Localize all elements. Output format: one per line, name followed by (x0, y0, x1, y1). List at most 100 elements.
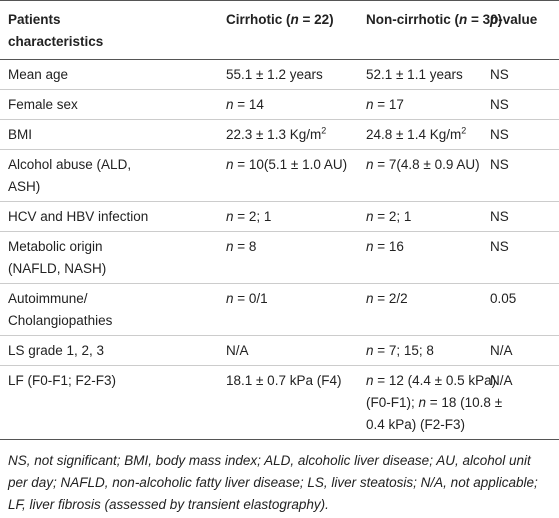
text-run: Mean age (8, 67, 69, 82)
cell-text: Non-cirrhotic (n = 30) (366, 9, 516, 31)
table-cell: NS (482, 120, 559, 150)
table-cell: n = 2; 1 (358, 202, 482, 232)
table-cell: NS (482, 90, 559, 120)
text-run: = 2; 1 (233, 209, 272, 224)
text-run: = 2; 1 (373, 209, 412, 224)
cell-text: 24.8 ± 1.4 Kg/m2 (366, 124, 516, 146)
text-run: NS (490, 157, 509, 172)
table-cell: n = 8 (218, 232, 358, 284)
cell-text: 55.1 ± 1.2 years (226, 64, 348, 86)
cell-text: n = 2; 1 (366, 206, 516, 228)
text-run: = 17 (373, 97, 404, 112)
cell-text: Metabolic origin (NAFLD, NASH) (8, 236, 158, 280)
cell-text: LF (F0-F1; F2-F3) (8, 370, 158, 392)
superscript: 2 (321, 125, 327, 136)
cell-text: n = 0/1 (226, 288, 348, 310)
table-cell: n = 7(4.8 ± 0.9 AU) (358, 150, 482, 202)
table-cell: n = 16 (358, 232, 482, 284)
table-cell: NS (482, 202, 559, 232)
table-cell: NS (482, 232, 559, 284)
text-run: = 7(4.8 ± 0.9 AU) (373, 157, 480, 172)
table-cell: LF (F0-F1; F2-F3) (0, 366, 218, 440)
cell-text: n = 2/2 (366, 288, 516, 310)
italic-run: n (366, 239, 374, 254)
text-run: HCV and HBV infection (8, 209, 149, 224)
table-cell: n = 2/2 (358, 284, 482, 336)
table-cell: N/A (482, 336, 559, 366)
italic-run: n (226, 97, 234, 112)
text-run: BMI (8, 127, 33, 142)
cell-text: n = 12 (4.4 ± 0.5 kPa) (F0-F1); n = 18 (… (366, 370, 516, 436)
table-cell: NS (482, 60, 559, 90)
cell-text: N/A (490, 340, 553, 362)
text-run: Non-cirrhotic ( (366, 12, 459, 27)
cell-text: NS (490, 236, 553, 258)
table-cell: N/A (482, 366, 559, 440)
text-run: = 18 (10.8 ± 0.4 kPa) (F2-F3) (366, 395, 503, 432)
table-cell: 22.3 ± 1.3 Kg/m2 (218, 120, 358, 150)
cell-text: 18.1 ± 0.7 kPa (F4) (226, 370, 348, 392)
cell-text: Mean age (8, 64, 158, 86)
italic-run: n (366, 97, 374, 112)
cell-text: Alcohol abuse (ALD, ASH) (8, 154, 158, 198)
cell-text: Cirrhotic (n = 22) (226, 9, 348, 31)
cell-text: n = 17 (366, 94, 516, 116)
table-cell: Alcohol abuse (ALD, ASH) (0, 150, 218, 202)
italic-run: n (418, 395, 427, 410)
italic-run: n (226, 209, 234, 224)
cell-text: n = 7; 15; 8 (366, 340, 516, 362)
italic-run: n (226, 157, 234, 172)
italic-run: n (226, 291, 234, 306)
text-run: Cirrhotic ( (226, 12, 291, 27)
italic-run: n (366, 343, 374, 358)
table-cell: n = 2; 1 (218, 202, 358, 232)
cell-text: n = 2; 1 (226, 206, 348, 228)
header-cell: Patients characteristics (0, 0, 218, 60)
text-run: Female sex (8, 97, 78, 112)
table-cell: n = 7; 15; 8 (358, 336, 482, 366)
text-run: N/A (226, 343, 249, 358)
cell-text: p-value (490, 9, 553, 31)
text-run: LF (F0-F1; F2-F3) (8, 373, 117, 388)
table-row: Autoimmune/ Cholangiopathies n = 0/1 n = 2… (0, 284, 559, 336)
table-row: BMI 22.3 ± 1.3 Kg/m2 24.8 ± 1.4 Kg/m2 NS (0, 120, 559, 150)
header-cell: p-value (482, 0, 559, 60)
table-cell: 0.05 (482, 284, 559, 336)
table-cell: n = 10(5.1 ± 1.0 AU) (218, 150, 358, 202)
text-run: = 22) (298, 12, 334, 27)
cell-text: N/A (490, 370, 553, 392)
table-cell: 52.1 ± 1.1 years (358, 60, 482, 90)
text-run: = 7; 15; 8 (373, 343, 434, 358)
table-cell: Mean age (0, 60, 218, 90)
table-row: LS grade 1, 2, 3 N/A n = 7; 15; 8 N/A (0, 336, 559, 366)
table-cell: 55.1 ± 1.2 years (218, 60, 358, 90)
text-run: Patients characteristics (8, 12, 104, 49)
footnote: NS, not significant; BMI, body mass inde… (8, 453, 538, 512)
header-cell: Cirrhotic (n = 22) (218, 0, 358, 60)
table-cell: LS grade 1, 2, 3 (0, 336, 218, 366)
cell-text: NS (490, 94, 553, 116)
text-run: Alcohol abuse (ALD, ASH) (8, 157, 132, 194)
table-cell: Autoimmune/ Cholangiopathies (0, 284, 218, 336)
table-row: Mean age 55.1 ± 1.2 years 52.1 ± 1.1 years… (0, 60, 559, 90)
text-run: = 16 (373, 239, 404, 254)
text-run: = 8 (233, 239, 257, 254)
cell-text: 52.1 ± 1.1 years (366, 64, 516, 86)
table-cell: n = 12 (4.4 ± 0.5 kPa) (F0-F1); n = 18 (… (358, 366, 502, 440)
cell-text: n = 14 (226, 94, 348, 116)
italic-run: n (366, 373, 374, 388)
cell-text: LS grade 1, 2, 3 (8, 340, 158, 362)
table-cell: n = 17 (358, 90, 482, 120)
text-run: 55.1 ± 1.2 years (226, 67, 323, 82)
text-run: N/A (490, 373, 513, 388)
cell-text: n = 10(5.1 ± 1.0 AU) (226, 154, 348, 176)
italic-run: n (366, 209, 374, 224)
text-run: NS (490, 127, 509, 142)
italic-run: p (490, 12, 499, 27)
cell-text: Patients characteristics (8, 9, 158, 53)
italic-run: n (366, 291, 374, 306)
header-row: Patients characteristics Cirrhotic (n = 2… (0, 0, 559, 60)
cell-text: HCV and HBV infection (8, 206, 158, 228)
cell-text: n = 7(4.8 ± 0.9 AU) (366, 154, 516, 176)
